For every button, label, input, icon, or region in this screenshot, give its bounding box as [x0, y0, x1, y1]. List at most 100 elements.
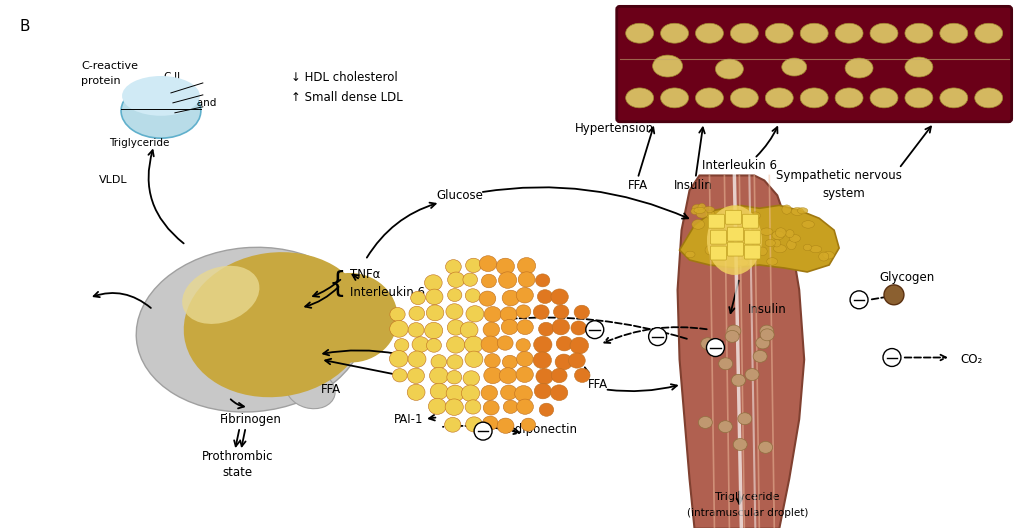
Ellipse shape: [392, 369, 408, 382]
Ellipse shape: [466, 258, 481, 272]
Ellipse shape: [463, 273, 477, 286]
FancyBboxPatch shape: [725, 211, 741, 224]
Ellipse shape: [503, 355, 517, 369]
Ellipse shape: [412, 337, 429, 352]
Ellipse shape: [479, 256, 497, 271]
Ellipse shape: [136, 247, 366, 412]
Ellipse shape: [447, 320, 464, 335]
Ellipse shape: [803, 244, 812, 251]
Ellipse shape: [759, 441, 772, 453]
Ellipse shape: [691, 208, 699, 214]
Ellipse shape: [515, 386, 532, 402]
Text: PAI-1: PAI-1: [393, 413, 423, 426]
Text: Sympathetic nervous: Sympathetic nervous: [776, 169, 902, 182]
FancyBboxPatch shape: [742, 214, 759, 228]
Ellipse shape: [426, 289, 443, 305]
Ellipse shape: [697, 203, 706, 213]
Ellipse shape: [483, 400, 499, 415]
Text: C-II: C-II: [163, 72, 180, 82]
Text: system: system: [822, 187, 865, 200]
Ellipse shape: [408, 351, 426, 367]
Ellipse shape: [481, 274, 497, 288]
Ellipse shape: [574, 368, 590, 382]
Ellipse shape: [518, 272, 536, 287]
Ellipse shape: [730, 88, 759, 108]
Ellipse shape: [465, 351, 483, 368]
Ellipse shape: [836, 88, 863, 108]
Ellipse shape: [534, 305, 549, 319]
Ellipse shape: [660, 23, 688, 43]
Ellipse shape: [536, 369, 553, 384]
Ellipse shape: [786, 240, 796, 250]
Text: C-reactive: C-reactive: [81, 61, 138, 71]
Ellipse shape: [698, 416, 713, 428]
Ellipse shape: [517, 320, 534, 334]
Ellipse shape: [555, 354, 572, 370]
Ellipse shape: [975, 23, 1002, 43]
Ellipse shape: [446, 336, 465, 353]
Text: FFA: FFA: [321, 383, 341, 396]
Text: TNFα: TNFα: [350, 268, 381, 281]
Ellipse shape: [499, 272, 517, 288]
Ellipse shape: [183, 252, 368, 397]
Text: Triglyceride: Triglyceride: [715, 492, 779, 502]
Text: FFA: FFA: [628, 179, 648, 192]
Ellipse shape: [554, 305, 569, 319]
Text: Adiponectin: Adiponectin: [508, 423, 578, 435]
Text: C-III: C-III: [163, 85, 183, 95]
Ellipse shape: [447, 288, 462, 302]
Ellipse shape: [551, 368, 567, 382]
Ellipse shape: [516, 287, 534, 303]
FancyBboxPatch shape: [711, 230, 726, 244]
Ellipse shape: [425, 322, 442, 339]
Ellipse shape: [761, 228, 773, 235]
Text: Glycogen: Glycogen: [879, 271, 934, 285]
FancyBboxPatch shape: [616, 6, 1012, 122]
Ellipse shape: [465, 289, 480, 302]
Ellipse shape: [695, 88, 723, 108]
Text: Insulin: Insulin: [674, 179, 713, 192]
Ellipse shape: [445, 260, 461, 274]
Ellipse shape: [521, 418, 536, 431]
Circle shape: [474, 422, 493, 440]
Ellipse shape: [503, 400, 518, 414]
Ellipse shape: [767, 258, 777, 265]
Ellipse shape: [782, 205, 792, 214]
Ellipse shape: [706, 245, 717, 255]
Ellipse shape: [626, 88, 653, 108]
Ellipse shape: [498, 336, 513, 350]
Text: (intramuscular droplet): (intramuscular droplet): [687, 508, 808, 518]
Ellipse shape: [790, 234, 801, 242]
Ellipse shape: [730, 23, 759, 43]
Ellipse shape: [445, 304, 463, 319]
Ellipse shape: [765, 240, 775, 247]
Ellipse shape: [390, 321, 409, 337]
Ellipse shape: [727, 325, 740, 337]
Ellipse shape: [497, 418, 514, 433]
Ellipse shape: [428, 398, 446, 414]
Text: B: B: [19, 19, 30, 34]
Ellipse shape: [447, 272, 465, 288]
Ellipse shape: [731, 375, 745, 386]
Ellipse shape: [466, 417, 482, 432]
Ellipse shape: [570, 337, 589, 354]
Ellipse shape: [497, 258, 514, 275]
Circle shape: [648, 327, 667, 345]
Ellipse shape: [534, 352, 552, 369]
Ellipse shape: [482, 416, 498, 430]
Ellipse shape: [765, 88, 794, 108]
Ellipse shape: [425, 275, 442, 291]
Ellipse shape: [516, 305, 530, 318]
Ellipse shape: [785, 230, 794, 238]
Ellipse shape: [772, 231, 784, 240]
Ellipse shape: [446, 385, 464, 402]
Ellipse shape: [429, 367, 449, 384]
Circle shape: [850, 291, 868, 309]
Ellipse shape: [760, 329, 774, 341]
Ellipse shape: [431, 354, 446, 369]
Text: Prothrombic: Prothrombic: [202, 451, 273, 463]
Ellipse shape: [819, 252, 828, 261]
Ellipse shape: [728, 249, 737, 257]
Text: {: {: [329, 270, 346, 298]
Ellipse shape: [446, 370, 462, 384]
